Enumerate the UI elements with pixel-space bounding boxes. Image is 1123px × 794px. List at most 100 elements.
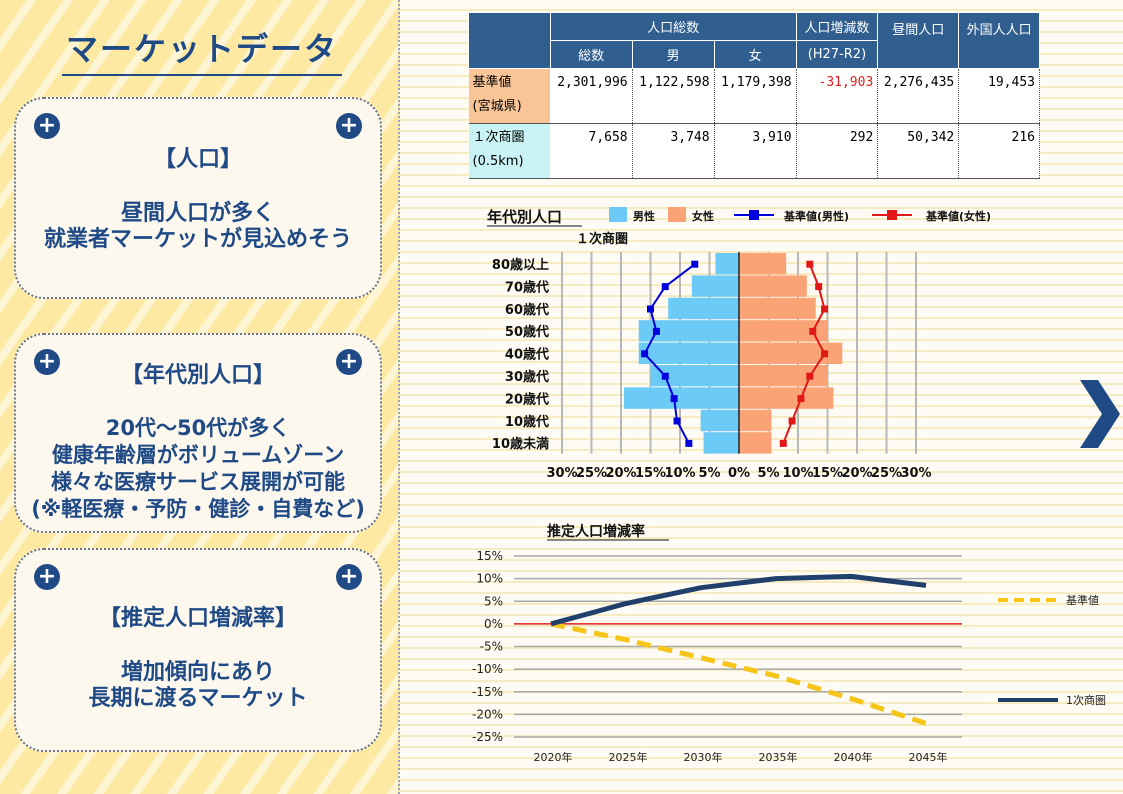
cell-female: 3,910 <box>714 123 797 179</box>
cell-foreign: 216 <box>958 123 1040 179</box>
cell-change: -31,903 <box>796 68 879 124</box>
card-body: 増加傾向にあり 長期に渡るマーケット <box>16 660 380 712</box>
card-estimated-change: + + 【推定人口増減率】 増加傾向にあり 長期に渡るマーケット <box>14 548 382 752</box>
legend-label-1: 女性 <box>692 209 714 223</box>
legend-area-label: 1次商圏 <box>1066 693 1106 707</box>
x-tick-label: 2025年 <box>609 750 648 764</box>
male-bar <box>700 409 739 432</box>
base-male-point <box>670 395 678 403</box>
x-tick-label: 10% <box>664 466 695 481</box>
card-line: 長期に渡るマーケット <box>88 686 308 711</box>
female-bar <box>739 387 834 409</box>
male-bar <box>638 342 739 364</box>
x-tick-label: 20% <box>841 466 872 481</box>
base-female-line <box>782 263 826 444</box>
base-female-point <box>788 417 796 425</box>
x-tick-label: 20% <box>605 466 636 481</box>
x-tick-label: 25% <box>576 466 607 481</box>
x-tick-label: 2040年 <box>834 750 873 764</box>
card-line: 20代～50代が多く <box>105 416 291 440</box>
plus-icon[interactable]: + <box>336 113 362 139</box>
plus-icon[interactable]: + <box>34 349 60 375</box>
base-male-point <box>647 305 654 313</box>
y-tick-label: 5% <box>484 594 503 608</box>
cell-male: 3,748 <box>632 123 715 179</box>
base-female-point <box>809 327 817 335</box>
male-bar <box>715 253 739 275</box>
cell-daytime: 50,342 <box>877 123 960 179</box>
base-female-point <box>821 350 829 358</box>
y-tick-label: -15% <box>472 685 503 699</box>
header-female: 女 <box>713 40 797 69</box>
cell-foreign: 19,453 <box>958 68 1040 124</box>
base-male-point <box>691 260 699 268</box>
y-tick-label: 15% <box>476 549 503 563</box>
legend-marker-2 <box>749 210 759 220</box>
category-label: 70歳代 <box>505 279 549 295</box>
male-bar <box>703 432 739 454</box>
cell-female: 1,179,398 <box>714 68 797 124</box>
card-title: 【年代別人口】 <box>120 363 275 388</box>
cell-total: 2,301,996 <box>550 68 633 124</box>
x-tick-label: 10% <box>782 466 813 481</box>
female-bar <box>739 342 843 364</box>
chevron-right-icon[interactable] <box>1076 378 1122 450</box>
header-total-group: 人口総数 <box>549 12 797 41</box>
card-line: (※軽医療・予防・健診・自費など) <box>31 497 365 521</box>
header-foreign: 外国人人口 <box>958 12 1040 69</box>
x-tick-label: 5% <box>698 466 720 481</box>
card-body: 昼間人口が多く 就業者マーケットが見込めそう <box>16 201 380 253</box>
category-label: 10歳未満 <box>492 436 549 452</box>
x-tick-label: 2030年 <box>684 750 723 764</box>
plus-icon[interactable]: + <box>34 564 60 590</box>
cell-daytime: 2,276,435 <box>877 68 960 124</box>
base-male-point <box>685 439 693 447</box>
x-tick-label: 2035年 <box>759 750 798 764</box>
y-tick-label: -20% <box>472 707 503 721</box>
category-label: 60歳代 <box>505 302 549 318</box>
card-population: + + 【人口】 昼間人口が多く 就業者マーケットが見込めそう <box>14 97 382 299</box>
x-tick-label: 5% <box>757 466 779 481</box>
row-label-main: 基準値 <box>472 75 512 90</box>
male-bar <box>623 387 739 409</box>
card-title: 【人口】 <box>153 147 242 172</box>
legend-label-2: 基準値(男性) <box>783 209 849 223</box>
base-female-point <box>815 283 823 291</box>
x-tick-label: 2045年 <box>909 750 948 764</box>
female-bar <box>739 320 828 342</box>
left-panel: マーケットデータ + + 【人口】 昼間人口が多く 就業者マーケットが見込めそう… <box>0 0 400 794</box>
legend-label-0: 男性 <box>633 209 655 223</box>
cell-male: 1,122,598 <box>632 68 715 124</box>
header-male: 男 <box>631 40 715 69</box>
male-bar <box>668 297 739 320</box>
x-tick-label: 2020年 <box>534 750 573 764</box>
cell-total: 7,658 <box>550 123 633 179</box>
plus-icon[interactable]: + <box>336 349 362 375</box>
base-male-point <box>652 327 660 335</box>
x-tick-label: 0% <box>728 466 750 481</box>
header-total: 総数 <box>549 40 633 69</box>
x-tick-label: 30% <box>546 466 577 481</box>
y-tick-label: -25% <box>472 730 503 744</box>
x-tick-label: 30% <box>900 466 931 481</box>
plus-icon[interactable]: + <box>34 113 60 139</box>
category-label: 20歳代 <box>505 391 549 407</box>
y-tick-label: 10% <box>476 572 503 586</box>
plus-icon[interactable]: + <box>336 564 362 590</box>
female-bar <box>739 432 772 454</box>
card-line: 就業者マーケットが見込めそう <box>43 227 352 252</box>
x-tick-label: 15% <box>635 466 666 481</box>
category-label: 30歳代 <box>505 369 549 385</box>
category-label: 80歳以上 <box>492 257 549 273</box>
female-bar <box>739 409 772 432</box>
female-bar <box>739 275 807 297</box>
table-corner <box>468 12 551 69</box>
legend-label-3: 基準値(女性) <box>925 209 991 223</box>
card-line: 健康年齢層がボリュームゾーン <box>51 443 345 467</box>
base-female-point <box>806 260 814 268</box>
card-line: 昼間人口が多く <box>120 201 275 226</box>
male-bar <box>691 275 739 297</box>
y-tick-label: -5% <box>480 640 503 654</box>
x-tick-label: 15% <box>812 466 843 481</box>
legend-marker-3 <box>887 210 897 220</box>
